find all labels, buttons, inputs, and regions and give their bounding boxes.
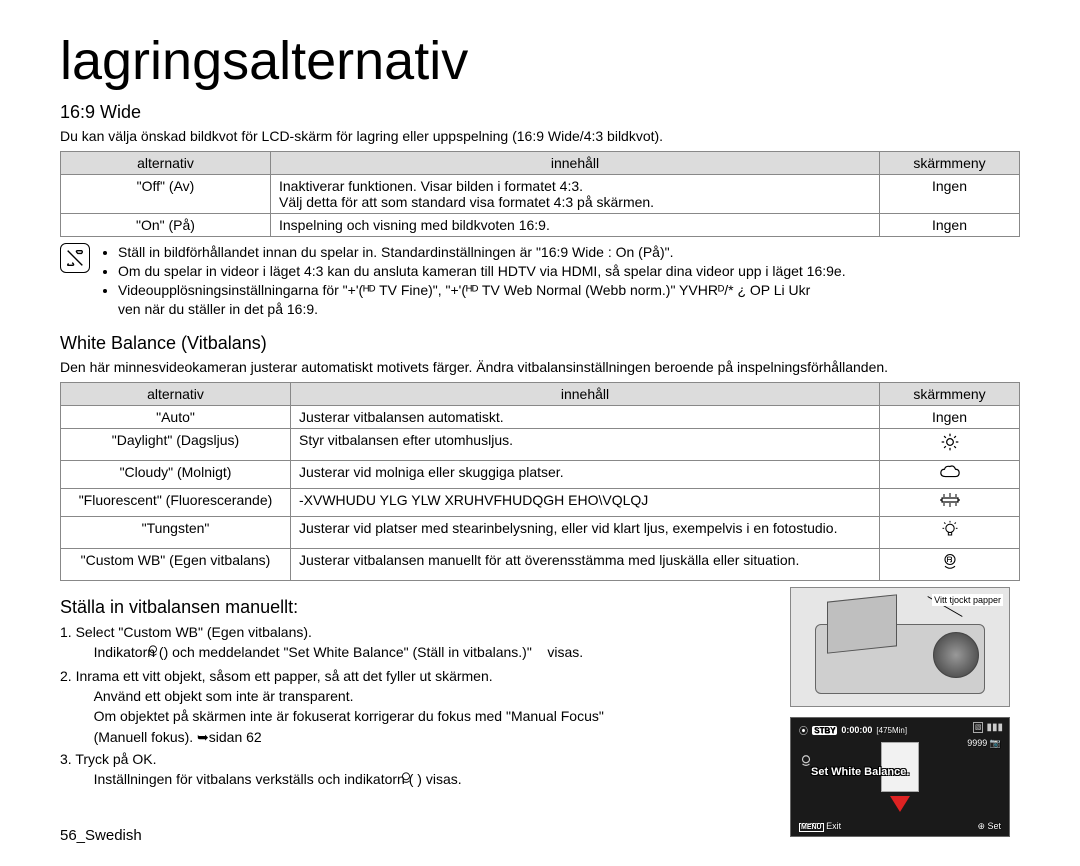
paper-label: Vitt tjockt papper bbox=[932, 594, 1003, 606]
page-title: lagringsalternativ bbox=[60, 30, 1020, 92]
lcd-screen: ⦿ STBY 0:00:00 [475Min] ▧ ▮▮▮ 9999 📷 Set… bbox=[790, 717, 1010, 837]
table-row: "Fluorescent" (Fluorescerande) -XVWHUDU … bbox=[61, 488, 1020, 516]
table-row: "Custom WB" (Egen vitbalans) Justerar vi… bbox=[61, 548, 1020, 580]
cell-menu: Ingen bbox=[880, 214, 1020, 237]
cell-content: Inaktiverar funktionen. Visar bilden i f… bbox=[271, 175, 880, 214]
note-line: Videoupplösningsinställningarna för "+'(… bbox=[118, 281, 846, 319]
table-whitebalance: alternativ innehåll skärmmeny "Auto" Jus… bbox=[60, 382, 1020, 581]
heading-169wide: 16:9 Wide bbox=[60, 102, 1020, 123]
th-menu: skärmmeny bbox=[880, 382, 1020, 405]
cell-opt: "Fluorescent" (Fluorescerande) bbox=[61, 488, 291, 516]
camera-illustration: Vitt tjockt papper bbox=[790, 587, 1010, 707]
cell-opt: "Cloudy" (Molnigt) bbox=[61, 460, 291, 488]
intro-169wide: Du kan välja önskad bildkvot för LCD-skä… bbox=[60, 127, 1020, 145]
step-1b-post: ) och meddelandet "Set White Balance" (S… bbox=[164, 644, 584, 660]
manual-steps: 1. Select "Custom WB" (Egen vitbalans). … bbox=[60, 622, 776, 791]
cell-content: Styr vitbalansen efter utomhusljus. bbox=[291, 428, 880, 460]
card-icon: ▧ bbox=[973, 722, 984, 733]
page-footer: 56_Swedish bbox=[60, 827, 142, 844]
intro-whitebalance: Den här minnesvideokameran justerar auto… bbox=[60, 358, 1020, 376]
note-169wide: Ställ in bildförhållandet innan du spela… bbox=[60, 243, 1020, 319]
bulb-icon bbox=[880, 516, 1020, 548]
cell-opt: "Off" (Av) bbox=[61, 175, 271, 214]
lcd-remain: [475Min] bbox=[876, 726, 907, 735]
th-opt: alternativ bbox=[61, 382, 291, 405]
table-row: "On" (På) Inspelning och visning med bil… bbox=[61, 214, 1020, 237]
cell-content: Inspelning och visning med bildkvoten 16… bbox=[271, 214, 880, 237]
cursor-icon bbox=[890, 796, 910, 812]
th-menu: skärmmeny bbox=[880, 152, 1020, 175]
cell-content: Justerar vid molniga eller skuggiga plat… bbox=[291, 460, 880, 488]
cloud-icon bbox=[880, 460, 1020, 488]
table-row: "Auto" Justerar vitbalansen automatiskt.… bbox=[61, 405, 1020, 428]
note-line: Om du spelar in videor i läget 4:3 kan d… bbox=[118, 262, 846, 281]
fluorescent-icon bbox=[880, 488, 1020, 516]
th-opt: alternativ bbox=[61, 152, 271, 175]
lcd-count: 9999 📷 bbox=[967, 738, 1001, 749]
lcd-time: 0:00:00 bbox=[841, 725, 872, 735]
lcd-menu-exit: MENU MENU ExitExit bbox=[799, 821, 841, 832]
step-3b-post: ) visas. bbox=[417, 771, 461, 787]
custom-wb-icon bbox=[880, 548, 1020, 580]
table-row: "Tungsten" Justerar vid platser med stea… bbox=[61, 516, 1020, 548]
heading-whitebalance: White Balance (Vitbalans) bbox=[60, 333, 1020, 354]
table-row: "Off" (Av) Inaktiverar funktionen. Visar… bbox=[61, 175, 1020, 214]
note-line: Ställ in bildförhållandet innan du spela… bbox=[118, 243, 846, 262]
cell-content: -XVWHUDU YLG YLW XRUHVFHUDQGH EHO\VQLQJ bbox=[291, 488, 880, 516]
sun-icon bbox=[880, 428, 1020, 460]
note-icon bbox=[60, 243, 90, 273]
cell-opt: "Custom WB" (Egen vitbalans) bbox=[61, 548, 291, 580]
step-3: 3. Tryck på OK. Inställningen för vitbal… bbox=[78, 749, 776, 791]
table-169wide: alternativ innehåll skärmmeny "Off" (Av)… bbox=[60, 151, 1020, 237]
lcd-message: Set White Balance. bbox=[811, 766, 909, 778]
battery-icon: ▮▮▮ bbox=[986, 722, 1003, 733]
stby-badge: STBY bbox=[812, 726, 837, 735]
record-icon: ⦿ bbox=[799, 724, 808, 737]
table-row: "Daylight" (Dagsljus) Styr vitbalansen e… bbox=[61, 428, 1020, 460]
cell-content: Justerar vid platser med stearinbelysnin… bbox=[291, 516, 880, 548]
cell-opt: "On" (På) bbox=[61, 214, 271, 237]
step-3b-pre: Inställningen för vitbalans verkställs o… bbox=[94, 771, 414, 787]
cell-menu: Ingen bbox=[880, 405, 1020, 428]
th-content: innehåll bbox=[271, 152, 880, 175]
cell-menu: Ingen bbox=[880, 175, 1020, 214]
cell-content: Justerar vitbalansen automatiskt. bbox=[291, 405, 880, 428]
th-content: innehåll bbox=[291, 382, 880, 405]
table-row: "Cloudy" (Molnigt) Justerar vid molniga … bbox=[61, 460, 1020, 488]
step-1: 1. Select "Custom WB" (Egen vitbalans). … bbox=[78, 622, 776, 664]
cell-opt: "Tungsten" bbox=[61, 516, 291, 548]
cell-opt: "Auto" bbox=[61, 405, 291, 428]
cell-opt: "Daylight" (Dagsljus) bbox=[61, 428, 291, 460]
cell-content: Justerar vitbalansen manuellt för att öv… bbox=[291, 548, 880, 580]
heading-manual-wb: Ställa in vitbalansen manuellt: bbox=[60, 597, 776, 618]
step-2: 2. Inrama ett vitt objekt, såsom ett pap… bbox=[78, 666, 776, 747]
lcd-ok-set: ⊕ Set bbox=[977, 821, 1001, 832]
